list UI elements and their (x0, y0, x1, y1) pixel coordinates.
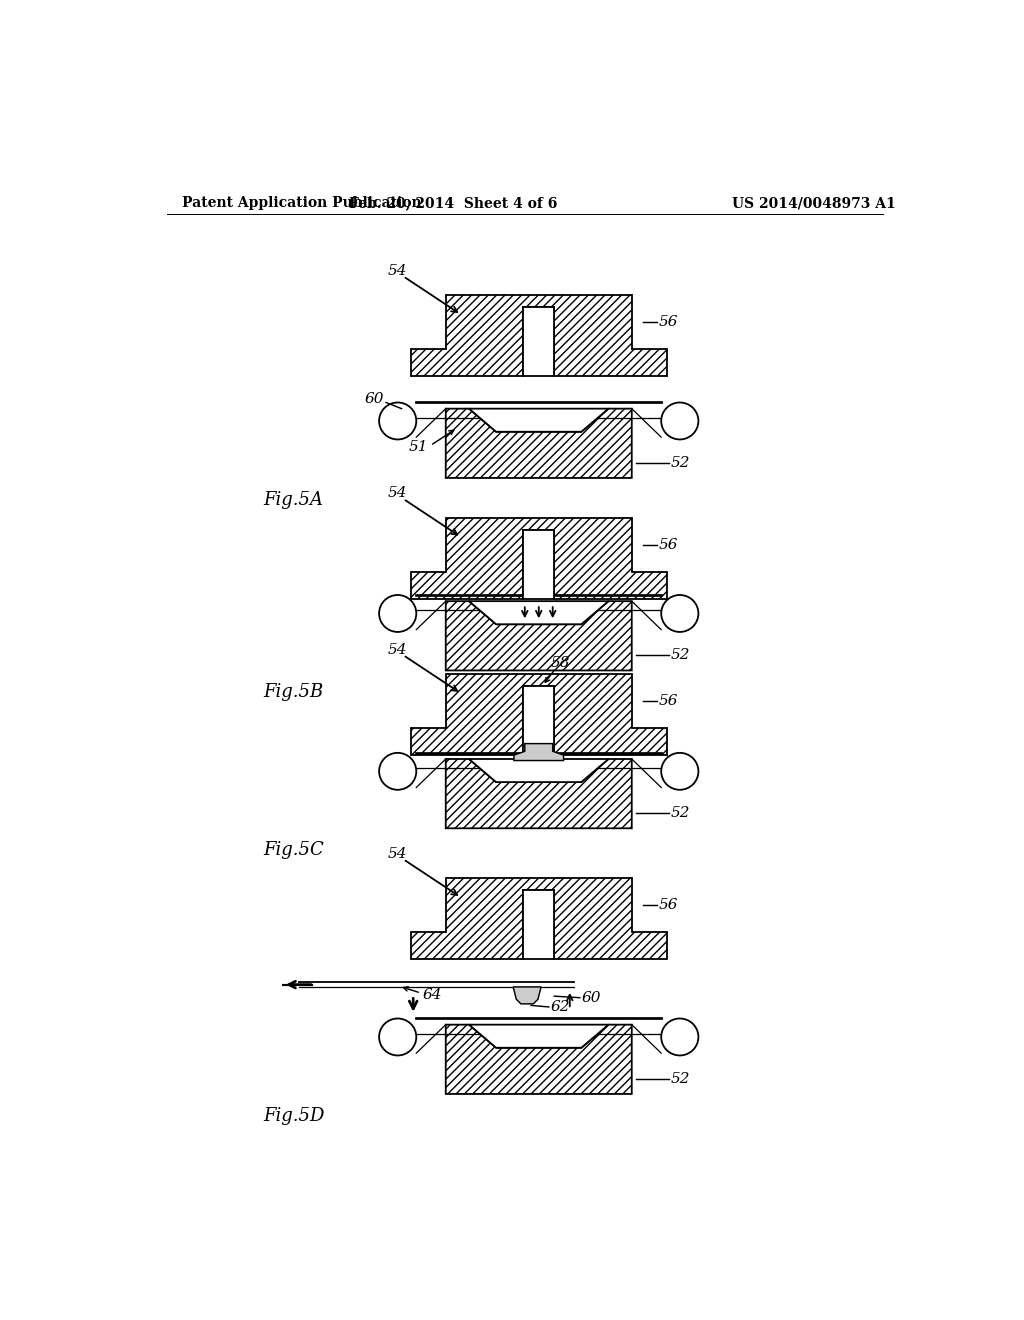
Text: 62: 62 (550, 1001, 570, 1014)
Text: US 2014/0048973 A1: US 2014/0048973 A1 (732, 197, 896, 210)
Text: Fig.5C: Fig.5C (263, 841, 325, 859)
Text: 56: 56 (658, 899, 678, 912)
Polygon shape (411, 517, 667, 599)
Text: 64: 64 (423, 987, 442, 1002)
Polygon shape (523, 308, 554, 376)
Polygon shape (445, 759, 632, 829)
Polygon shape (469, 601, 608, 624)
Polygon shape (411, 878, 667, 960)
Text: 52: 52 (671, 1072, 690, 1085)
Polygon shape (445, 1024, 632, 1094)
Text: 56: 56 (658, 315, 678, 330)
Polygon shape (469, 409, 608, 432)
Polygon shape (411, 675, 667, 755)
Text: 56: 56 (658, 694, 678, 709)
Text: 56: 56 (658, 539, 678, 552)
Text: Patent Application Publication: Patent Application Publication (182, 197, 422, 210)
Text: 54: 54 (387, 846, 407, 861)
Text: 54: 54 (387, 264, 407, 277)
Polygon shape (469, 759, 608, 781)
Polygon shape (513, 987, 541, 1003)
Polygon shape (523, 529, 554, 599)
Polygon shape (514, 743, 563, 760)
Text: 52: 52 (671, 455, 690, 470)
Text: 58: 58 (550, 656, 570, 669)
Text: Fig.5B: Fig.5B (263, 682, 324, 701)
Polygon shape (469, 1024, 608, 1048)
Polygon shape (445, 601, 632, 671)
Text: 54: 54 (387, 486, 407, 500)
Text: Feb. 20, 2014  Sheet 4 of 6: Feb. 20, 2014 Sheet 4 of 6 (349, 197, 558, 210)
Polygon shape (445, 409, 632, 478)
Polygon shape (411, 296, 667, 376)
Text: Fig.5D: Fig.5D (263, 1106, 325, 1125)
Text: 52: 52 (671, 648, 690, 663)
Text: 52: 52 (671, 807, 690, 820)
Polygon shape (523, 686, 554, 755)
Text: 60: 60 (582, 991, 601, 1005)
Text: 60: 60 (365, 392, 384, 405)
Text: 51: 51 (409, 440, 428, 454)
Polygon shape (523, 890, 554, 960)
Text: 54: 54 (387, 643, 407, 656)
Text: Fig.5A: Fig.5A (263, 491, 324, 508)
